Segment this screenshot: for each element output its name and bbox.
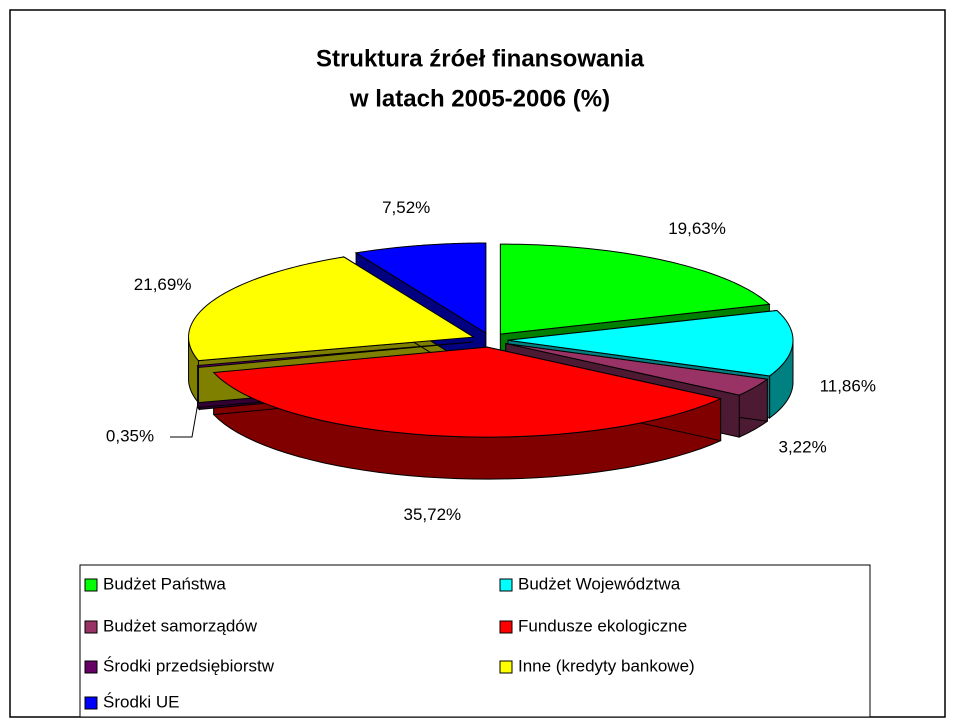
legend-label: Środki UE xyxy=(103,692,180,711)
data-label: 35,72% xyxy=(403,505,461,524)
legend-swatch xyxy=(84,660,98,674)
legend-label: Budżet samorządów xyxy=(103,616,258,635)
leader-line xyxy=(170,399,199,438)
slice xyxy=(196,341,473,368)
data-label: 7,52% xyxy=(382,198,430,217)
data-label: 3,22% xyxy=(778,437,826,456)
slice xyxy=(354,242,487,334)
legend-label: Budżet Państwa xyxy=(103,574,226,593)
legend-swatch xyxy=(499,578,513,592)
legend-swatch xyxy=(84,620,98,634)
data-label: 0,35% xyxy=(106,426,154,445)
slice xyxy=(499,243,771,335)
data-label: 21,69% xyxy=(134,275,192,294)
legend-label: Budżet Województwa xyxy=(518,574,681,593)
legend-swatch xyxy=(84,578,98,592)
legend-swatch xyxy=(499,660,513,674)
chart-title: Struktura źróeł finansowania xyxy=(316,45,645,72)
legend-box xyxy=(79,564,871,718)
slice xyxy=(505,343,769,396)
legend-swatch xyxy=(84,696,98,710)
data-label: 19,63% xyxy=(668,219,726,238)
slice xyxy=(212,346,723,438)
legend-label: Środki przedsiębiorstw xyxy=(103,656,275,675)
legend-swatch xyxy=(499,620,513,634)
slice xyxy=(188,256,476,362)
slice xyxy=(507,309,794,377)
chart-title: w latach 2005-2006 (%) xyxy=(349,85,610,112)
data-label: 11,86% xyxy=(820,376,876,395)
legend-label: Inne (kredyty bankowe) xyxy=(518,656,695,675)
legend-label: Fundusze ekologiczne xyxy=(518,616,687,635)
